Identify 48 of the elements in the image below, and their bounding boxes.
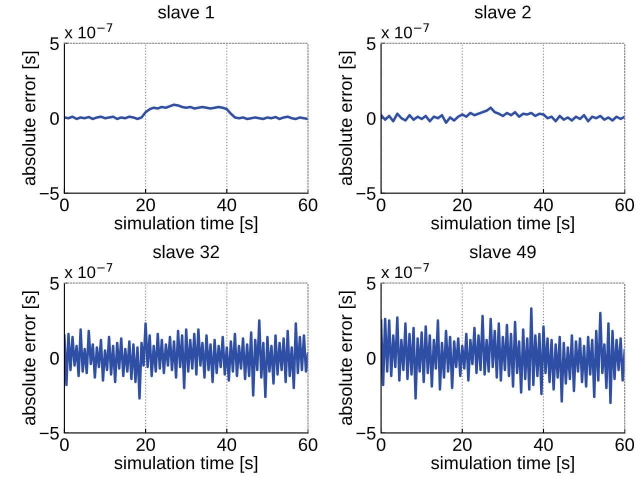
y-tick-label: 5 <box>50 277 59 290</box>
y-axis-title: absolute error [s] <box>22 52 39 186</box>
text: x 10$^{−7}$ <box>64 263 112 278</box>
x-tick-label: 20 <box>136 438 155 452</box>
x-axis-title: simulation time [s] <box>431 216 574 234</box>
chart-title: slave 2 <box>474 5 531 18</box>
line-series <box>64 319 308 400</box>
chart-title: slave 32 <box>153 244 219 258</box>
x-tick-label: 60 <box>616 198 634 212</box>
chart-title: slave 1 <box>158 5 214 18</box>
line-series <box>381 106 625 124</box>
x-tick-label: 20 <box>453 438 472 452</box>
text: x 10$^{−7}$ <box>64 23 112 38</box>
x-tick-label: 60 <box>298 198 318 212</box>
x-axis-title: simulation time [s] <box>114 216 258 234</box>
chart-title: slave 49 <box>470 244 536 258</box>
text: x 10$^{−7}$ <box>381 23 429 38</box>
x-tick-label: 0 <box>60 438 69 452</box>
y-tick-label: −5 <box>40 427 59 440</box>
x-axis-title: simulation time [s] <box>114 456 258 473</box>
y-tick-label: −5 <box>40 187 59 200</box>
y-tick-label: 0 <box>50 352 59 365</box>
x-tick-label: 40 <box>534 198 553 212</box>
y-axis-title: absolute error [s] <box>338 52 356 186</box>
x-tick-label: 0 <box>376 438 386 452</box>
y-tick-label: 5 <box>366 37 376 50</box>
x-tick-label: 40 <box>534 438 553 452</box>
y-axis-title: absolute error [s] <box>338 292 356 425</box>
x-tick-label: 60 <box>298 438 318 452</box>
x-tick-label: 40 <box>217 198 236 212</box>
y-axis-title: absolute error [s] <box>22 292 39 425</box>
x-tick-label: 20 <box>453 198 472 212</box>
y-tick-label: 0 <box>366 352 376 365</box>
line-series <box>381 307 625 404</box>
y-tick-label: 5 <box>50 37 59 50</box>
y-tick-label: −5 <box>356 427 376 440</box>
x-axis-title: simulation time [s] <box>431 456 574 473</box>
y-tick-label: −5 <box>356 187 376 200</box>
x-tick-label: 0 <box>60 198 69 212</box>
line-series <box>64 103 308 120</box>
x-tick-label: 0 <box>376 198 386 212</box>
x-tick-label: 60 <box>616 438 634 452</box>
y-tick-label: 5 <box>366 277 376 290</box>
text: x 10$^{−7}$ <box>381 263 429 278</box>
y-tick-label: 0 <box>366 112 376 125</box>
x-tick-label: 20 <box>136 198 155 212</box>
y-tick-label: 0 <box>50 112 59 125</box>
x-tick-label: 40 <box>217 438 236 452</box>
